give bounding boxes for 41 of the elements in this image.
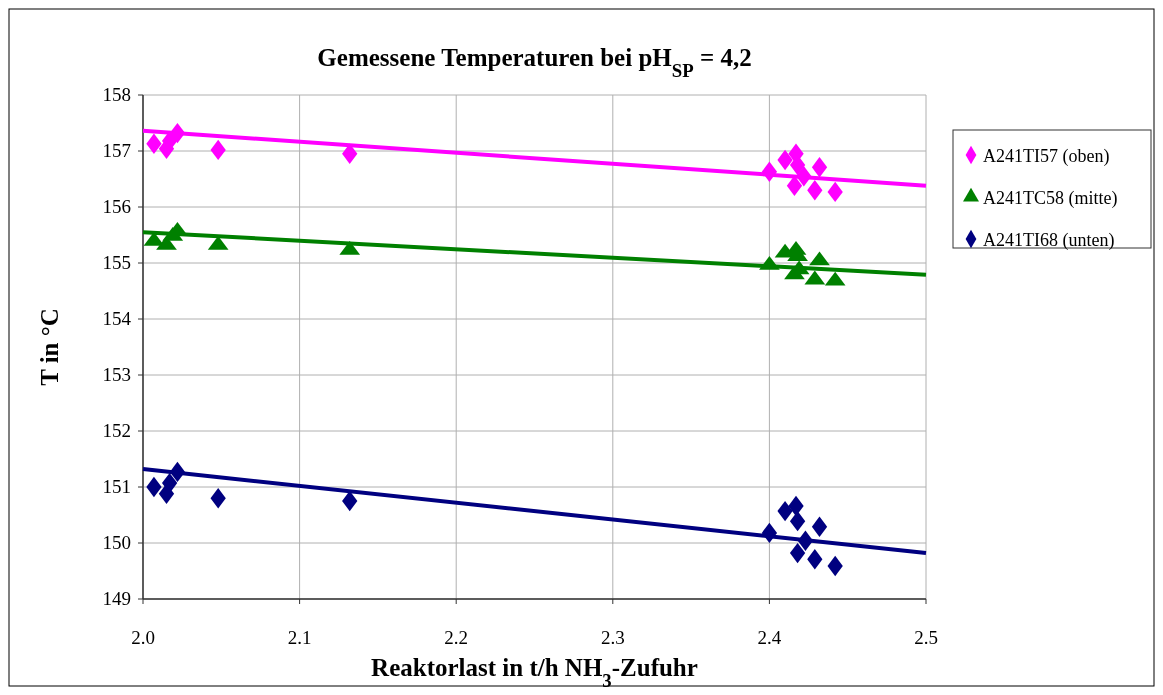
- legend-label: A241TI68 (unten): [983, 230, 1115, 251]
- y-tick-label: 157: [102, 140, 131, 161]
- y-tick-label: 155: [102, 252, 131, 273]
- x-tick-label: 2.4: [757, 627, 782, 648]
- x-axis-title: Reaktorlast in t/h NH$_{3}$-Zufuhr: [371, 654, 698, 691]
- point: [811, 516, 828, 537]
- point: [811, 157, 828, 178]
- x-tick-label: 2.2: [444, 627, 469, 648]
- point: [777, 149, 793, 171]
- point: [807, 180, 823, 201]
- point: [777, 500, 793, 522]
- point: [789, 542, 806, 564]
- point: [146, 133, 162, 154]
- y-tick-label: 149: [102, 588, 131, 609]
- point: [827, 555, 843, 577]
- point: [786, 175, 803, 196]
- x-tick-label: 2.5: [914, 627, 938, 648]
- y-tick-label: 158: [102, 84, 131, 105]
- point: [210, 488, 226, 509]
- point: [161, 472, 178, 494]
- legend-label: A241TC58 (mitte): [983, 188, 1118, 209]
- x-tick-label: 2.1: [287, 627, 312, 648]
- y-tick-label: 150: [102, 532, 131, 553]
- x-tick-label: 2.0: [131, 627, 155, 648]
- y-tick-label: 156: [102, 196, 131, 217]
- point: [146, 476, 162, 498]
- point: [210, 139, 226, 161]
- point: [807, 549, 823, 570]
- legend-label: A241TI57 (oben): [983, 146, 1110, 167]
- x-tick-label: 2.3: [600, 627, 625, 648]
- y-tick-label: 151: [102, 476, 131, 497]
- y-tick-label: 154: [102, 308, 132, 329]
- y-axis-title: T in °C: [36, 308, 63, 386]
- point: [789, 510, 806, 532]
- point: [809, 251, 830, 266]
- point: [342, 490, 358, 512]
- point: [827, 181, 843, 203]
- y-tick-label: 152: [102, 420, 131, 441]
- y-tick-label: 153: [102, 364, 131, 385]
- chart-title: Gemessene Temperaturen bei pH$_{SP}$ = 4,2: [317, 44, 752, 81]
- point: [788, 495, 804, 517]
